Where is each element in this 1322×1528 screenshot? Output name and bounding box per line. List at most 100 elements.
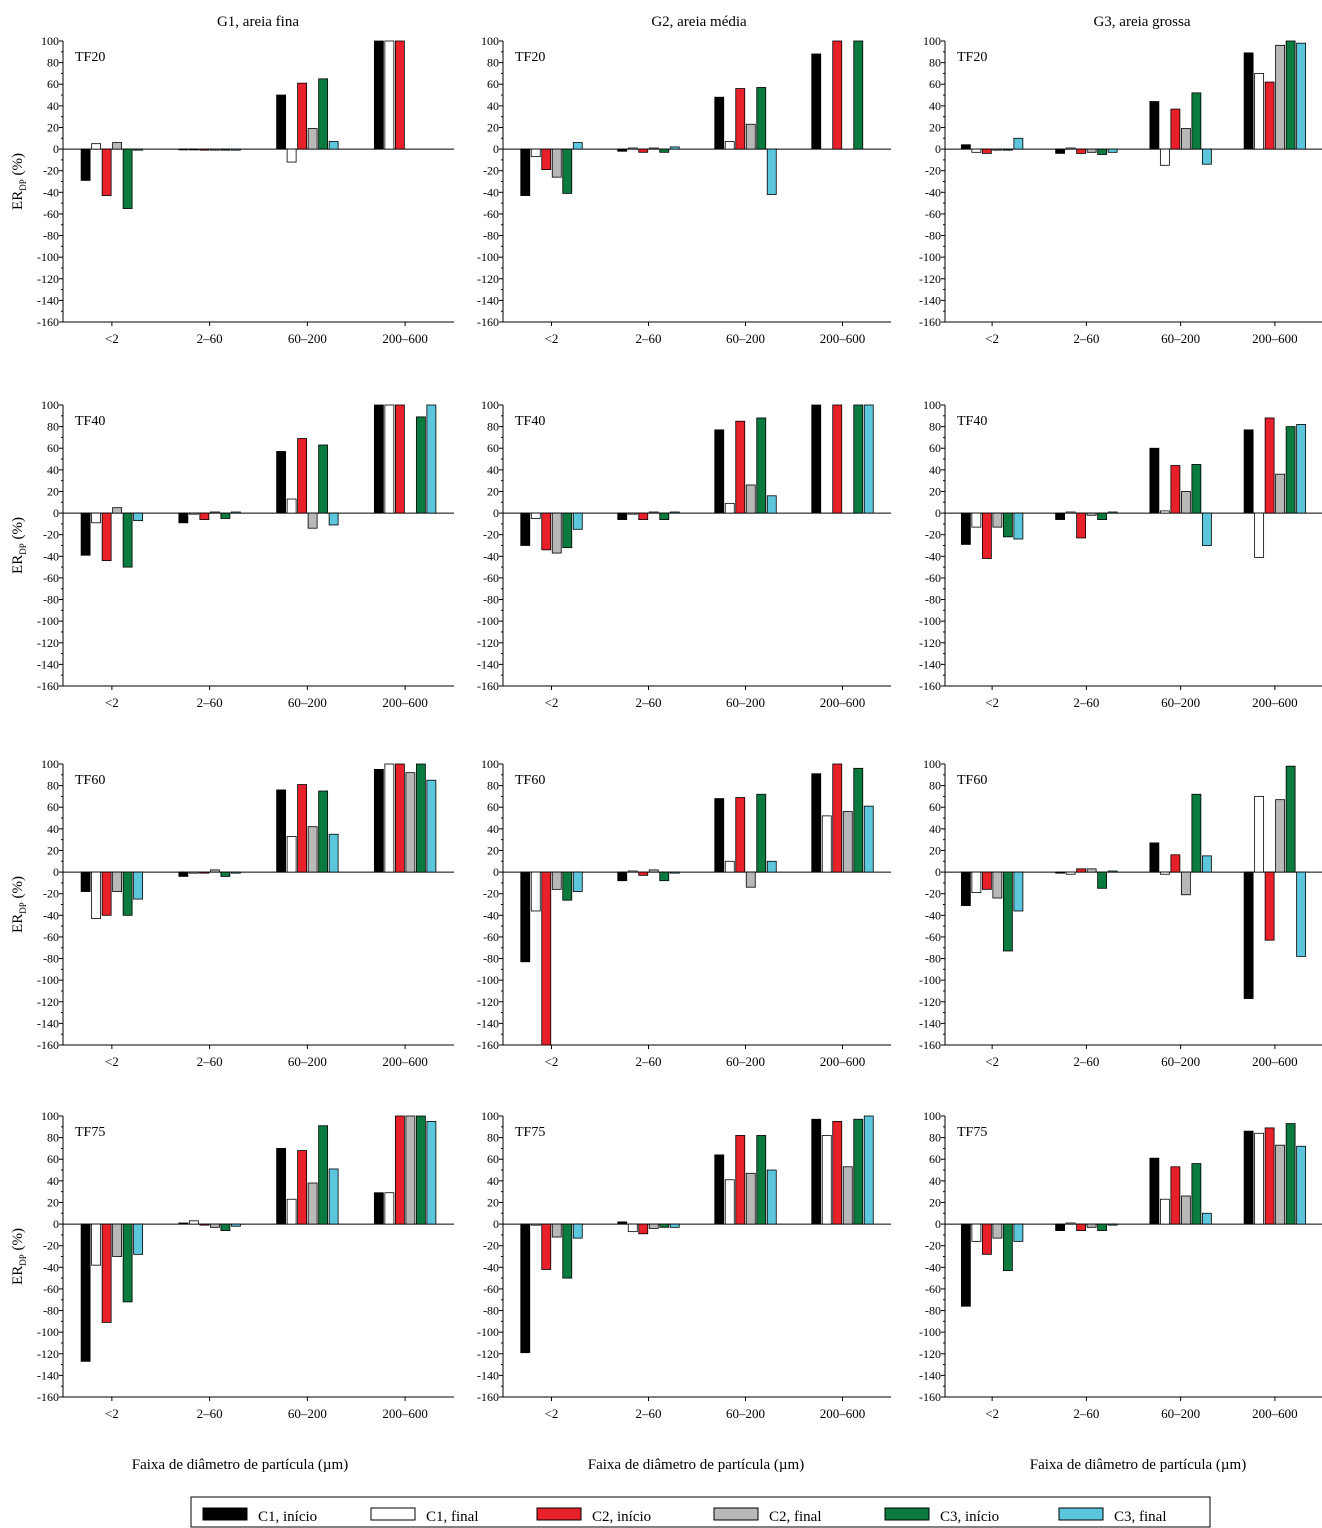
bar-c2-in-cio-200-600 xyxy=(832,763,843,873)
x-tick-label: 60–200 xyxy=(288,1406,327,1421)
y-tick-label: 60 xyxy=(47,441,59,455)
bar-c2-final-60-200 xyxy=(1180,1195,1191,1225)
panel-tf20-3: -160 -140 -120 -100 -80 -60 -40 -20 0 20 40 60 80 100… xyxy=(919,34,1322,346)
y-tick-label: -160 xyxy=(919,315,941,329)
y-tick-label: -80 xyxy=(483,593,499,607)
y-tick-label: -60 xyxy=(483,930,499,944)
y-tick-label: 20 xyxy=(487,120,499,134)
x-tick-label: 2–60 xyxy=(1073,1406,1099,1421)
bar-c2-in-cio-200-600 xyxy=(394,763,405,873)
bar-c3-final-2 xyxy=(1013,871,1024,912)
bar-c2-in-cio-2 xyxy=(541,1223,552,1270)
y-tick-label: -100 xyxy=(37,250,59,264)
y-tick-label: -140 xyxy=(37,1368,59,1382)
bar-c1-final-2-60 xyxy=(1065,147,1076,150)
bar-c2-in-cio-200-600 xyxy=(1264,871,1275,941)
y-tick-label: -60 xyxy=(925,207,941,221)
y-tick-label: -20 xyxy=(925,1239,941,1253)
x-tick-label: 200–600 xyxy=(382,331,428,346)
y-tick-label: 0 xyxy=(53,865,59,879)
bar-c1-in-cio-2 xyxy=(80,512,91,556)
y-axis-title-unit: (%) xyxy=(10,1228,26,1254)
bar-c2-in-cio-2 xyxy=(981,512,992,559)
bar-c3-final-2-60 xyxy=(669,511,680,514)
legend-swatch xyxy=(370,1507,416,1521)
bar-c1-in-cio-60-200 xyxy=(1149,101,1160,150)
x-tick-label: 200–600 xyxy=(1252,1406,1298,1421)
y-tick-label: -20 xyxy=(483,528,499,542)
bar-c3-final-60-200 xyxy=(1201,1212,1212,1225)
bar-c3-final-2 xyxy=(133,148,144,151)
y-tick-label: 80 xyxy=(47,1131,59,1145)
y-tick-label: 0 xyxy=(53,142,59,156)
bar-c2-final-2-60 xyxy=(648,869,659,873)
y-tick-label: -40 xyxy=(925,549,941,563)
bar-c1-in-cio-2-60 xyxy=(178,871,189,877)
bar-c1-final-2 xyxy=(91,871,102,919)
y-tick-label: -60 xyxy=(483,571,499,585)
y-tick-label: -100 xyxy=(37,1325,59,1339)
bar-c3-final-60-200 xyxy=(766,860,777,873)
y-tick-label: -120 xyxy=(37,636,59,650)
bar-c1-final-2-60 xyxy=(1065,871,1076,875)
y-tick-label: 20 xyxy=(929,1195,941,1209)
y-tick-label: -40 xyxy=(925,185,941,199)
y-tick-label: -160 xyxy=(919,679,941,693)
bar-c1-in-cio-200-600 xyxy=(811,404,822,514)
bar-c3-in-cio-2 xyxy=(1002,871,1013,952)
bar-c1-in-cio-2 xyxy=(960,144,971,150)
y-tick-label: -40 xyxy=(43,908,59,922)
x-tick-label: 60–200 xyxy=(726,695,765,710)
bar-c3-in-cio-2-60 xyxy=(1097,871,1108,889)
bar-c3-final-200-600 xyxy=(863,1115,874,1225)
bar-c3-final-2 xyxy=(1013,1223,1024,1242)
x-tick-label: <2 xyxy=(985,331,999,346)
bar-c1-final-2 xyxy=(971,1223,982,1242)
bar-c2-in-cio-2 xyxy=(541,871,552,1046)
bar-c3-in-cio-200-600 xyxy=(1285,765,1296,873)
y-axis-title-unit: (%) xyxy=(10,517,26,543)
column-titles: G1, areia fina G2, areia média G3, areia… xyxy=(217,14,1191,30)
y-tick-label: 0 xyxy=(935,142,941,156)
x-tick-label: 60–200 xyxy=(288,695,327,710)
y-tick-label: 0 xyxy=(493,1217,499,1231)
legend-label: C3, final xyxy=(1114,1509,1167,1525)
y-tick-label: -40 xyxy=(43,1260,59,1274)
bar-c3-final-2 xyxy=(1013,512,1024,540)
bar-c1-in-cio-60-200 xyxy=(276,789,287,873)
y-tick-label: -160 xyxy=(37,1038,59,1052)
bar-c2-final-2-60 xyxy=(648,511,659,514)
y-tick-label: -20 xyxy=(925,528,941,542)
bar-c1-in-cio-2-60 xyxy=(1055,1223,1066,1231)
y-tick-label: 80 xyxy=(47,420,59,434)
bar-c3-final-2-60 xyxy=(230,871,241,874)
bar-c1-in-cio-60-200 xyxy=(714,798,725,873)
bar-c2-in-cio-2-60 xyxy=(199,148,210,151)
y-tick-label: -120 xyxy=(477,995,499,1009)
x-tick-label: <2 xyxy=(545,695,559,710)
bar-c3-final-60-200 xyxy=(328,141,339,150)
y-tick-label: -20 xyxy=(43,164,59,178)
y-tick-label: -60 xyxy=(483,207,499,221)
bar-c1-final-2-60 xyxy=(188,871,199,874)
bar-c1-in-cio-60-200 xyxy=(276,451,287,514)
y-tick-label: -80 xyxy=(43,593,59,607)
bar-c2-in-cio-2 xyxy=(101,871,112,916)
y-tick-label: 20 xyxy=(47,1195,59,1209)
x-tick-label: 200–600 xyxy=(382,1406,428,1421)
y-tick-label: 20 xyxy=(929,120,941,134)
y-tick-label: 80 xyxy=(929,420,941,434)
bar-c1-final-2 xyxy=(530,1223,541,1226)
y-tick-label: 100 xyxy=(481,398,499,412)
bar-c1-final-2-60 xyxy=(188,512,199,515)
y-tick-label: 20 xyxy=(487,843,499,857)
bar-c2-in-cio-200-600 xyxy=(394,1115,405,1225)
bar-c3-in-cio-200-600 xyxy=(415,763,426,873)
bar-c1-in-cio-2 xyxy=(520,512,531,546)
bar-c1-final-2-60 xyxy=(188,1220,199,1225)
y-tick-label: 40 xyxy=(487,99,499,113)
y-tick-label: -80 xyxy=(43,952,59,966)
y-tick-label: 60 xyxy=(47,1152,59,1166)
bar-c2-in-cio-60-200 xyxy=(735,88,746,150)
y-axis-title-unit: (%) xyxy=(10,153,26,179)
